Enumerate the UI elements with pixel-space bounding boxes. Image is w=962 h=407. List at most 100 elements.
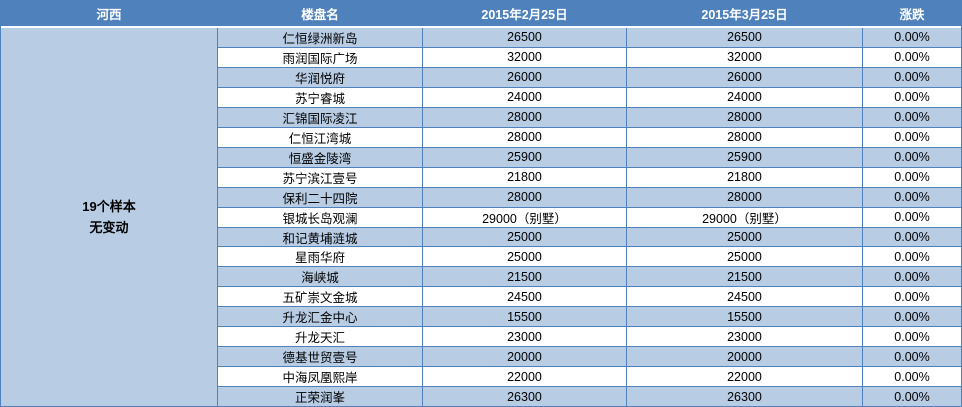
cell-price-mar[interactable]: 22000 xyxy=(627,367,863,387)
cell-price-mar[interactable]: 15500 xyxy=(627,307,863,327)
cell-price-mar[interactable]: 24000 xyxy=(627,87,863,107)
cell-price-mar[interactable]: 32000 xyxy=(627,47,863,67)
cell-change[interactable]: 0.00% xyxy=(894,130,930,145)
table-body: 19个样本 无变动 仁恒绿洲新岛 26500 26500 0.00% 雨润国际广… xyxy=(1,28,961,407)
cell-price-mar[interactable]: 26500 xyxy=(627,28,863,47)
header-date-feb[interactable]: 2015年2月25日 xyxy=(423,1,627,26)
cell-change[interactable]: 0.00% xyxy=(894,309,930,324)
cell-price-mar[interactable]: 21500 xyxy=(627,267,863,287)
cell-price-feb[interactable]: 20000 xyxy=(423,347,627,367)
cell-change[interactable]: 0.00% xyxy=(894,190,930,205)
cell-building-name[interactable]: 海峡城 xyxy=(218,267,423,287)
table-row: 汇锦国际凌江 28000 28000 0.00% xyxy=(218,107,961,128)
cell-price-mar[interactable]: 26300 xyxy=(627,387,863,407)
cell-change[interactable]: 0.00% xyxy=(894,269,930,284)
cell-change[interactable]: 0.00% xyxy=(894,230,930,244)
cell-building-name[interactable]: 苏宁滨江壹号 xyxy=(218,167,423,187)
header-change[interactable]: 涨跌 xyxy=(899,8,925,22)
cell-building-name[interactable]: 银城长岛观澜 xyxy=(218,207,423,227)
cell-building-name[interactable]: 和记黄埔涟城 xyxy=(218,227,423,247)
cell-change[interactable]: 0.00% xyxy=(894,210,930,225)
cell-change[interactable]: 0.00% xyxy=(894,50,930,65)
cell-building-name[interactable]: 正荣润峯 xyxy=(218,387,423,407)
cell-price-feb[interactable]: 21500 xyxy=(423,267,627,287)
cell-price-feb[interactable]: 21800 xyxy=(423,167,627,187)
header-building-name[interactable]: 楼盘名 xyxy=(218,1,423,26)
cell-building-name[interactable]: 中海凤凰熙岸 xyxy=(218,367,423,387)
cell-change[interactable]: 0.00% xyxy=(894,249,930,264)
header-date-mar[interactable]: 2015年3月25日 xyxy=(627,1,863,26)
cell-change[interactable]: 0.00% xyxy=(894,170,930,185)
cell-price-feb[interactable]: 25000 xyxy=(423,247,627,267)
cell-building-name[interactable]: 升龙汇金中心 xyxy=(218,307,423,327)
cell-price-feb[interactable]: 32000 xyxy=(423,47,627,67)
cell-change[interactable]: 0.00% xyxy=(894,369,930,384)
cell-price-mar[interactable]: 24500 xyxy=(627,287,863,307)
cell-building-name[interactable]: 升龙天汇 xyxy=(218,327,423,347)
cell-price-mar[interactable]: 28000 xyxy=(627,127,863,147)
cell-change[interactable]: 0.00% xyxy=(894,70,930,85)
cell-price-feb[interactable]: 23000 xyxy=(423,327,627,347)
cell-price-feb[interactable]: 25900 xyxy=(423,147,627,167)
cell-building-name[interactable]: 保利二十四院 xyxy=(218,187,423,207)
cell-price-feb[interactable]: 28000 xyxy=(423,187,627,207)
table-row: 银城长岛观澜 29000（别墅） 29000（别墅） 0.00% xyxy=(218,207,961,228)
cell-price-feb[interactable]: 26500 xyxy=(423,28,627,47)
cell-change[interactable]: 0.00% xyxy=(894,289,930,304)
cell-price-mar[interactable]: 28000 xyxy=(627,107,863,127)
cell-change[interactable]: 0.00% xyxy=(894,90,930,105)
cell-price-feb[interactable]: 29000（别墅） xyxy=(423,207,627,227)
cell-price-mar[interactable]: 25000 xyxy=(627,227,863,247)
cell-price-mar[interactable]: 25900 xyxy=(627,147,863,167)
cell-price-mar[interactable]: 21800 xyxy=(627,167,863,187)
table-row: 正荣润峯 26300 26300 0.00% xyxy=(218,387,961,407)
cell-change[interactable]: 0.00% xyxy=(894,30,930,45)
cell-change[interactable]: 0.00% xyxy=(894,329,930,344)
table-rows: 仁恒绿洲新岛 26500 26500 0.00% 雨润国际广场 32000 32… xyxy=(218,28,961,407)
cell-building-name[interactable]: 仁恒绿洲新岛 xyxy=(218,28,423,47)
table-row: 五矿崇文金城 24500 24500 0.00% xyxy=(218,287,961,308)
cell-building-name[interactable]: 五矿崇文金城 xyxy=(218,287,423,307)
cell-price-feb[interactable]: 28000 xyxy=(423,107,627,127)
cell-price-feb[interactable]: 22000 xyxy=(423,367,627,387)
table-row: 恒盛金陵湾 25900 25900 0.00% xyxy=(218,147,961,168)
cell-price-feb[interactable]: 15500 xyxy=(423,307,627,327)
table-row: 升龙天汇 23000 23000 0.00% xyxy=(218,327,961,348)
cell-change[interactable]: 0.00% xyxy=(894,389,930,404)
cell-building-name[interactable]: 星雨华府 xyxy=(218,247,423,267)
cell-building-name[interactable]: 雨润国际广场 xyxy=(218,47,423,67)
cell-price-feb[interactable]: 26300 xyxy=(423,387,627,407)
cell-building-name[interactable]: 仁恒江湾城 xyxy=(218,127,423,147)
table-header-row: 河西 楼盘名 2015年2月25日 2015年3月25日 涨跌 xyxy=(1,1,961,28)
cell-price-mar[interactable]: 25000 xyxy=(627,247,863,267)
table-row: 雨润国际广场 32000 32000 0.00% xyxy=(218,47,961,68)
cell-price-mar[interactable]: 28000 xyxy=(627,187,863,207)
cell-change[interactable]: 0.00% xyxy=(894,349,930,364)
table-row: 苏宁滨江壹号 21800 21800 0.00% xyxy=(218,167,961,188)
summary-merged-cell[interactable]: 19个样本 无变动 xyxy=(1,28,218,406)
cell-price-feb[interactable]: 24000 xyxy=(423,87,627,107)
table-row: 仁恒江湾城 28000 28000 0.00% xyxy=(218,127,961,148)
cell-price-mar[interactable]: 26000 xyxy=(627,67,863,87)
table-row: 中海凤凰熙岸 22000 22000 0.00% xyxy=(218,367,961,388)
cell-price-feb[interactable]: 28000 xyxy=(423,127,627,147)
cell-price-feb[interactable]: 26000 xyxy=(423,67,627,87)
summary-sample-count: 19个样本 xyxy=(82,199,136,214)
cell-building-name[interactable]: 德基世贸壹号 xyxy=(218,347,423,367)
cell-building-name[interactable]: 华润悦府 xyxy=(218,67,423,87)
header-region[interactable]: 河西 xyxy=(1,1,218,26)
table-row: 保利二十四院 28000 28000 0.00% xyxy=(218,187,961,208)
cell-price-feb[interactable]: 24500 xyxy=(423,287,627,307)
cell-price-feb[interactable]: 25000 xyxy=(423,227,627,247)
cell-price-mar[interactable]: 20000 xyxy=(627,347,863,367)
cell-building-name[interactable]: 汇锦国际凌江 xyxy=(218,107,423,127)
table-row: 华润悦府 26000 26000 0.00% xyxy=(218,67,961,88)
cell-price-mar[interactable]: 29000（别墅） xyxy=(627,207,863,227)
table-row: 苏宁睿城 24000 24000 0.00% xyxy=(218,87,961,108)
cell-price-mar[interactable]: 23000 xyxy=(627,327,863,347)
cell-building-name[interactable]: 苏宁睿城 xyxy=(218,87,423,107)
cell-building-name[interactable]: 恒盛金陵湾 xyxy=(218,147,423,167)
cell-change[interactable]: 0.00% xyxy=(894,110,930,125)
cell-change[interactable]: 0.00% xyxy=(894,150,930,165)
